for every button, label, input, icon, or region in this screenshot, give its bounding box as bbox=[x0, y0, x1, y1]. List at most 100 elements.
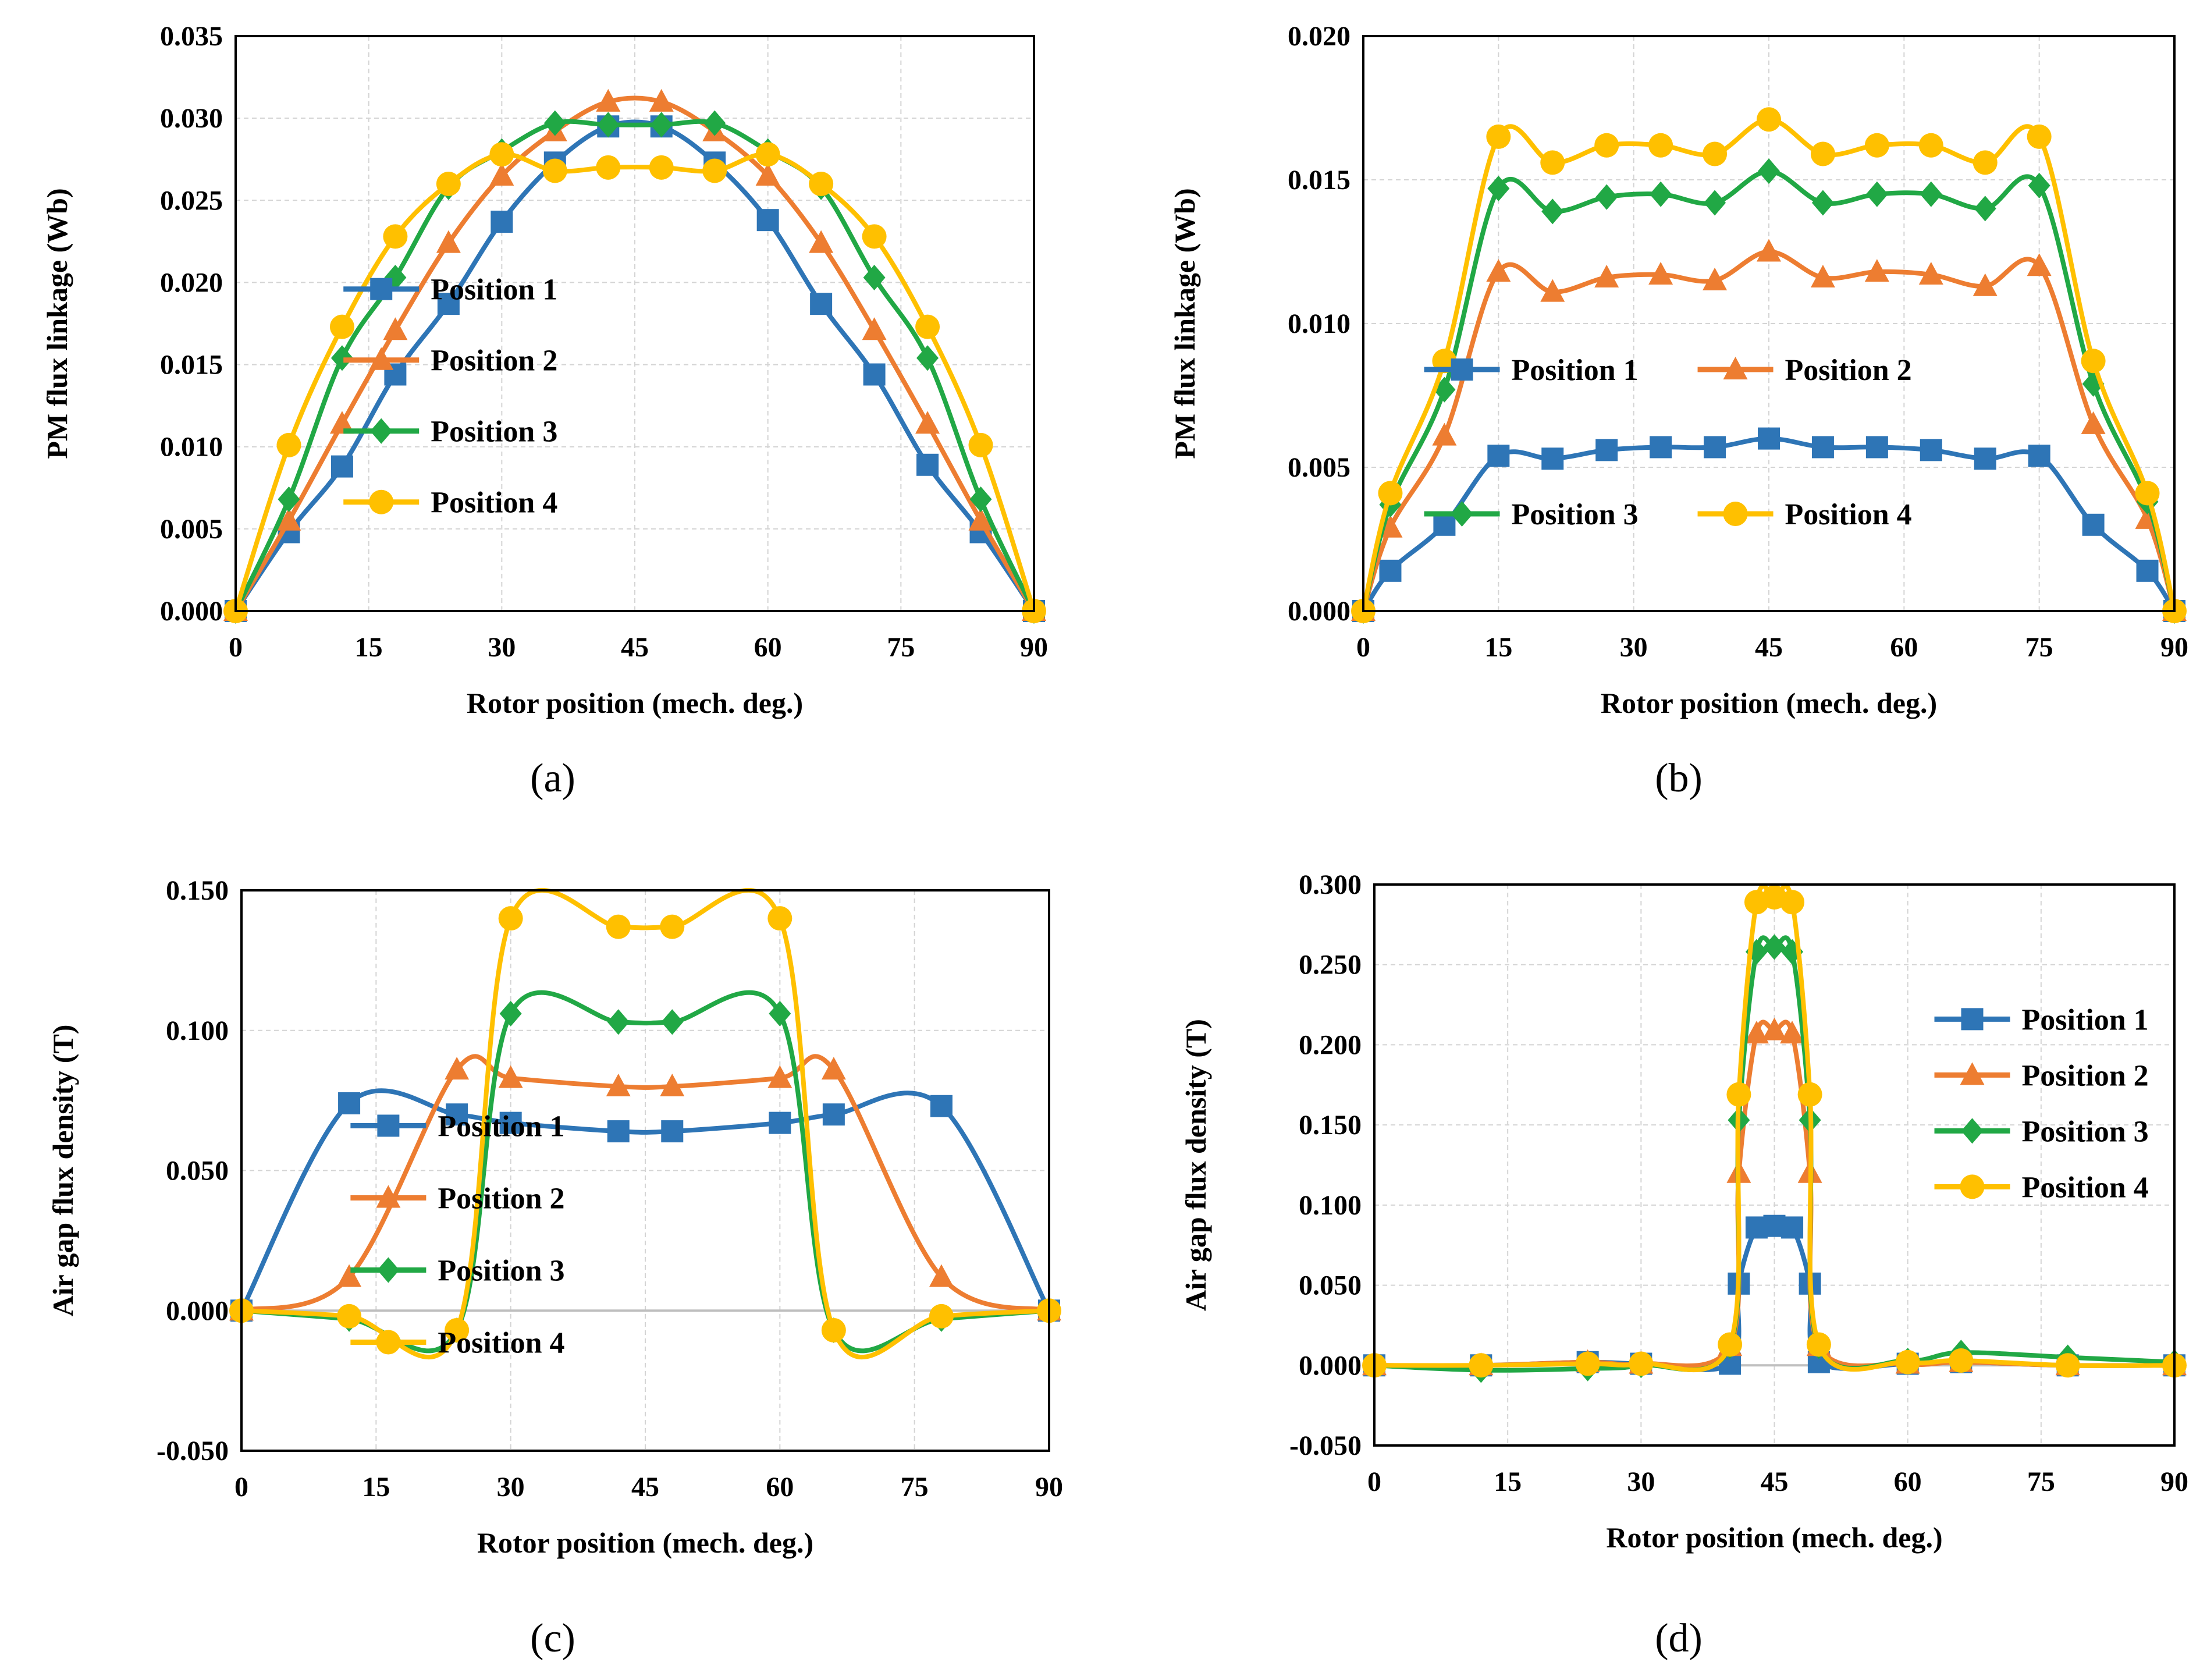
x-tick-label: 30 bbox=[1620, 632, 1648, 663]
y-tick-label: 0.000 bbox=[1299, 1350, 1362, 1381]
data-point bbox=[329, 314, 354, 339]
x-tick-label: 60 bbox=[1894, 1466, 1922, 1497]
data-point bbox=[330, 345, 353, 371]
legend-marker bbox=[370, 418, 393, 444]
data-point bbox=[755, 162, 780, 186]
legend-marker bbox=[376, 1185, 401, 1208]
legend-marker bbox=[377, 1257, 400, 1283]
legend-marker bbox=[1961, 1118, 1984, 1144]
panel-c: 0 15 30 45 60 75 90 -0.050 0.000 0.050 0.100 0.150 R… bbox=[47, 875, 1063, 1661]
legend-entry-4: Position 4 bbox=[343, 486, 557, 520]
data-point bbox=[767, 1065, 792, 1088]
legend-label: Position 2 bbox=[431, 344, 557, 378]
data-point bbox=[329, 411, 354, 434]
legend-label: Position 1 bbox=[2022, 1003, 2149, 1036]
x-tick-label: 15 bbox=[355, 632, 383, 663]
series-line bbox=[241, 887, 1050, 1359]
data-point bbox=[1469, 1353, 1494, 1378]
legend-entry-1: Position 1 bbox=[343, 274, 557, 307]
data-point bbox=[649, 88, 674, 112]
y-tick-label: 0.020 bbox=[160, 267, 223, 298]
data-point bbox=[383, 317, 408, 340]
data-point bbox=[1540, 279, 1565, 302]
series-line bbox=[233, 95, 1036, 613]
data-point bbox=[1811, 190, 1834, 216]
data-point bbox=[499, 1111, 522, 1134]
data-point bbox=[769, 1000, 791, 1027]
y-tick-label: -0.050 bbox=[1289, 1430, 1362, 1461]
legend-marker bbox=[1451, 358, 1473, 381]
x-tick-label: 0 bbox=[234, 1472, 248, 1503]
data-point bbox=[596, 155, 621, 180]
y-tick-label: 0.150 bbox=[166, 875, 229, 906]
legend-label: Position 4 bbox=[438, 1326, 564, 1359]
data-point bbox=[862, 224, 887, 249]
data-point bbox=[767, 906, 792, 931]
data-point bbox=[436, 230, 461, 253]
data-point bbox=[1594, 264, 1619, 287]
data-point bbox=[969, 486, 992, 513]
y-axis-label: PM flux linkage (Wb) bbox=[41, 188, 73, 459]
y-tick-label: 0.050 bbox=[166, 1156, 229, 1187]
data-point bbox=[276, 507, 301, 531]
data-point bbox=[968, 507, 993, 531]
x-tick-label: 15 bbox=[1494, 1466, 1522, 1497]
x-tick-label: 60 bbox=[754, 632, 782, 663]
data-point bbox=[437, 293, 460, 315]
legend-marker bbox=[370, 278, 393, 300]
legend-label: Position 2 bbox=[2022, 1059, 2149, 1092]
data-point bbox=[769, 1111, 791, 1134]
data-point bbox=[1378, 514, 1403, 538]
data-point bbox=[968, 432, 993, 457]
data-point bbox=[1974, 447, 1996, 470]
legend-entry-3: Position 3 bbox=[343, 415, 557, 449]
legend-entry-3: Position 3 bbox=[1934, 1115, 2149, 1148]
x-tick-label: 90 bbox=[2160, 1466, 2188, 1497]
data-point bbox=[1780, 1021, 1805, 1044]
data-point bbox=[1650, 436, 1672, 459]
y-tick-label: 0.035 bbox=[160, 21, 223, 52]
legend-label: Position 2 bbox=[438, 1182, 564, 1215]
data-point bbox=[498, 906, 523, 931]
legend-marker bbox=[1960, 1062, 1985, 1085]
legend: Position 1 Position 2 Position 3 Position 4 bbox=[1424, 354, 1912, 531]
x-axis-label: Rotor position (mech. deg.) bbox=[1606, 1521, 1942, 1554]
data-point bbox=[1487, 175, 1510, 201]
y-tick-label: -0.050 bbox=[157, 1436, 229, 1466]
data-point bbox=[862, 317, 887, 340]
x-axis-label: Rotor position (mech. deg.) bbox=[477, 1526, 813, 1559]
data-point bbox=[1595, 184, 1618, 210]
y-tick-label: 0.150 bbox=[1299, 1110, 1362, 1141]
legend-entry-3: Position 3 bbox=[350, 1254, 565, 1287]
data-point bbox=[446, 1103, 468, 1126]
panel-label: (c) bbox=[530, 1616, 575, 1661]
data-point bbox=[1704, 190, 1726, 216]
x-tick-label: 90 bbox=[2160, 632, 2188, 663]
gridlines bbox=[236, 36, 1034, 611]
data-point bbox=[1762, 1017, 1787, 1040]
data-point bbox=[1806, 1332, 1831, 1357]
legend-marker bbox=[1961, 1008, 1984, 1031]
data-point bbox=[2082, 513, 2105, 536]
x-tick-label: 45 bbox=[631, 1472, 659, 1503]
data-point bbox=[1920, 439, 1942, 461]
data-point bbox=[809, 172, 834, 197]
y-tick-label: 0.010 bbox=[1288, 308, 1351, 339]
panel-label: (b) bbox=[1655, 756, 1703, 801]
data-point bbox=[2081, 349, 2106, 374]
data-point bbox=[1726, 1082, 1751, 1107]
x-tick-label: 60 bbox=[766, 1472, 794, 1503]
x-tick-label: 45 bbox=[1755, 632, 1783, 663]
data-point bbox=[916, 345, 939, 371]
legend-marker bbox=[369, 347, 394, 370]
series-1 bbox=[230, 1088, 1060, 1322]
data-point bbox=[2028, 445, 2050, 467]
data-point bbox=[338, 1092, 361, 1114]
data-point bbox=[863, 264, 886, 290]
data-point bbox=[1541, 447, 1564, 470]
y-tick-label: 0.010 bbox=[160, 432, 223, 463]
x-tick-label: 0 bbox=[229, 632, 243, 663]
x-tick-label: 75 bbox=[887, 632, 915, 663]
legend-entry-1: Position 1 bbox=[350, 1110, 565, 1143]
data-point bbox=[498, 1065, 523, 1088]
